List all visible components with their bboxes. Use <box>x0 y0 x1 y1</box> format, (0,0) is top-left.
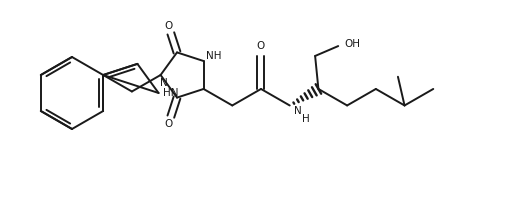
Text: N: N <box>160 78 167 88</box>
Text: O: O <box>164 119 173 129</box>
Text: O: O <box>164 21 173 31</box>
Text: H: H <box>302 114 310 125</box>
Text: OH: OH <box>344 39 360 49</box>
Text: N: N <box>294 107 302 116</box>
Text: HN: HN <box>163 88 178 98</box>
Text: NH: NH <box>205 51 221 61</box>
Text: O: O <box>257 41 265 51</box>
